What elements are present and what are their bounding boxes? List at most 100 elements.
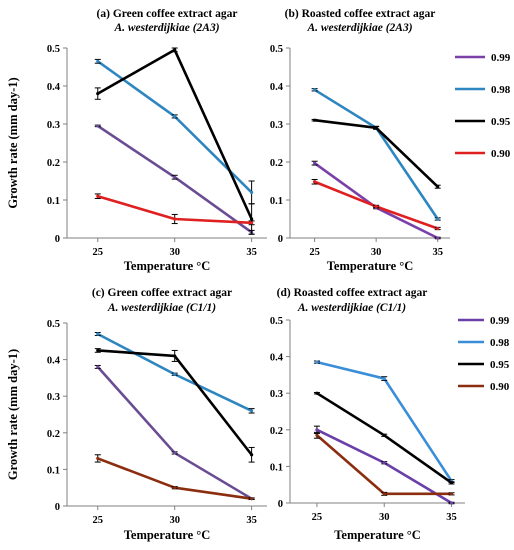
chart-title: (a) Green coffee extract agar xyxy=(97,8,238,20)
data-point xyxy=(96,456,100,461)
series-0.90 xyxy=(94,193,255,226)
y-tick-label: 0.2 xyxy=(270,158,283,169)
data-point xyxy=(313,180,317,184)
series-line xyxy=(313,161,439,240)
x-axis-label: Temperature °C xyxy=(124,528,211,542)
y-tick-label: 0.5 xyxy=(270,44,283,55)
series-line xyxy=(96,365,253,500)
data-point xyxy=(382,461,386,465)
data-point xyxy=(173,354,177,358)
chart-panel-d: (d) Roasted coffee extract agar A. wester… xyxy=(270,287,510,542)
series-line xyxy=(96,349,253,457)
series-line xyxy=(315,391,453,485)
chart-subtitle: A. westerdijkiae (2A3) xyxy=(306,22,412,34)
data-point xyxy=(173,48,177,52)
data-point xyxy=(96,59,100,63)
series-0.95 xyxy=(94,47,255,235)
legend-label: 0.90 xyxy=(490,381,510,393)
series-0.95 xyxy=(311,118,441,189)
y-tick-label: 0.3 xyxy=(270,389,283,400)
x-tick-label: 25 xyxy=(309,247,320,258)
x-tick-label: 30 xyxy=(169,247,180,258)
legend-label: 0.99 xyxy=(490,315,510,327)
data-point xyxy=(96,348,100,353)
chart-panel-b: (b) Roasted coffee extract agar A. wester… xyxy=(270,8,511,273)
series-line xyxy=(313,88,439,221)
x-tick-label: 30 xyxy=(379,512,390,523)
data-point xyxy=(173,372,177,376)
data-point xyxy=(374,204,378,209)
series-0.95 xyxy=(313,391,455,485)
legend-label: 0.98 xyxy=(491,84,511,96)
x-axis-label: Temperature °C xyxy=(124,259,211,273)
data-point xyxy=(250,190,254,194)
y-tick-label: 0.4 xyxy=(270,353,284,364)
legend: 0.99 0.98 0.95 0.90 xyxy=(458,315,510,393)
x-tick-label: 25 xyxy=(93,247,104,258)
data-point xyxy=(96,124,100,128)
series-0.99 xyxy=(94,364,255,501)
x-tick-label: 25 xyxy=(312,512,323,523)
data-point xyxy=(382,433,386,437)
series-0.98 xyxy=(311,88,441,221)
y-tick-label: 0.1 xyxy=(270,462,283,473)
data-point xyxy=(173,451,177,455)
series-0.99 xyxy=(311,160,441,240)
series-line xyxy=(96,48,253,221)
data-point xyxy=(315,360,319,364)
data-point xyxy=(250,409,254,413)
data-point xyxy=(96,92,100,96)
data-point xyxy=(250,497,254,501)
chart-subtitle: A. westerdijkiae (C1/1) xyxy=(297,302,406,314)
y-tick-label: 0 xyxy=(55,502,60,513)
series-0.90 xyxy=(313,431,455,496)
y-tick-label: 0.4 xyxy=(47,356,61,367)
series-line xyxy=(96,457,253,500)
data-point xyxy=(449,501,454,505)
data-point xyxy=(315,391,319,395)
data-point xyxy=(382,376,386,381)
data-point xyxy=(449,481,454,485)
data-point xyxy=(173,486,177,490)
legend-label: 0.99 xyxy=(491,52,511,64)
chart-subtitle: A. westerdijkiae (2A3) xyxy=(113,22,219,34)
data-point xyxy=(436,185,440,189)
series-0.98 xyxy=(313,360,455,484)
x-axis-label: Temperature °C xyxy=(334,528,421,542)
legend-label: 0.90 xyxy=(491,148,511,160)
y-tick-label: 0.1 xyxy=(47,465,60,476)
data-point xyxy=(436,236,440,240)
data-point xyxy=(315,428,319,432)
x-tick-label: 35 xyxy=(246,515,257,526)
y-axis-label: Growth rate (mm day-1) xyxy=(6,349,20,480)
data-point xyxy=(173,217,177,221)
y-tick-label: 0.5 xyxy=(270,316,283,327)
data-point xyxy=(313,161,317,165)
series-0.90 xyxy=(94,454,255,501)
data-point xyxy=(315,433,319,437)
chart-subtitle: A. westerdijkiae (C1/1) xyxy=(107,302,216,314)
y-tick-label: 0.4 xyxy=(270,82,284,93)
x-tick-label: 35 xyxy=(246,247,257,258)
data-point xyxy=(382,492,386,496)
y-axis-label: Growth rate (mm day-1) xyxy=(6,77,20,208)
chart-title: (c) Green coffee extract agar xyxy=(92,287,232,299)
data-point xyxy=(313,88,317,92)
chart-panel-c: (c) Green coffee extract agar A. westerdi… xyxy=(6,287,267,542)
legend-label: 0.95 xyxy=(491,116,511,128)
y-tick-label: 0.3 xyxy=(47,392,60,403)
y-tick-label: 0.4 xyxy=(47,82,61,93)
x-axis-label: Temperature °C xyxy=(327,259,414,273)
data-point xyxy=(96,194,100,198)
data-point xyxy=(96,332,100,336)
data-point xyxy=(449,492,454,496)
y-tick-label: 0 xyxy=(278,499,283,510)
y-tick-label: 0 xyxy=(278,234,283,245)
series-line xyxy=(315,433,453,496)
legend-label: 0.95 xyxy=(490,359,510,371)
data-point xyxy=(250,453,254,457)
series-0.98 xyxy=(94,332,255,414)
legend-label: 0.98 xyxy=(490,337,510,349)
x-tick-label: 30 xyxy=(169,515,180,526)
